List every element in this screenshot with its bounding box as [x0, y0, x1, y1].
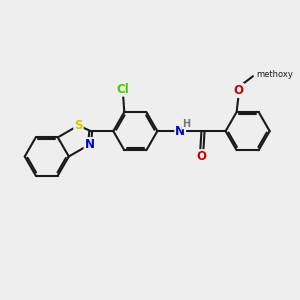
- Text: N: N: [175, 124, 185, 138]
- Text: O: O: [234, 84, 244, 97]
- Text: methoxy: methoxy: [256, 70, 293, 79]
- Text: S: S: [74, 119, 83, 132]
- Text: Cl: Cl: [117, 83, 129, 96]
- Text: N: N: [85, 138, 94, 151]
- Text: O: O: [197, 150, 207, 163]
- Text: H: H: [182, 119, 190, 129]
